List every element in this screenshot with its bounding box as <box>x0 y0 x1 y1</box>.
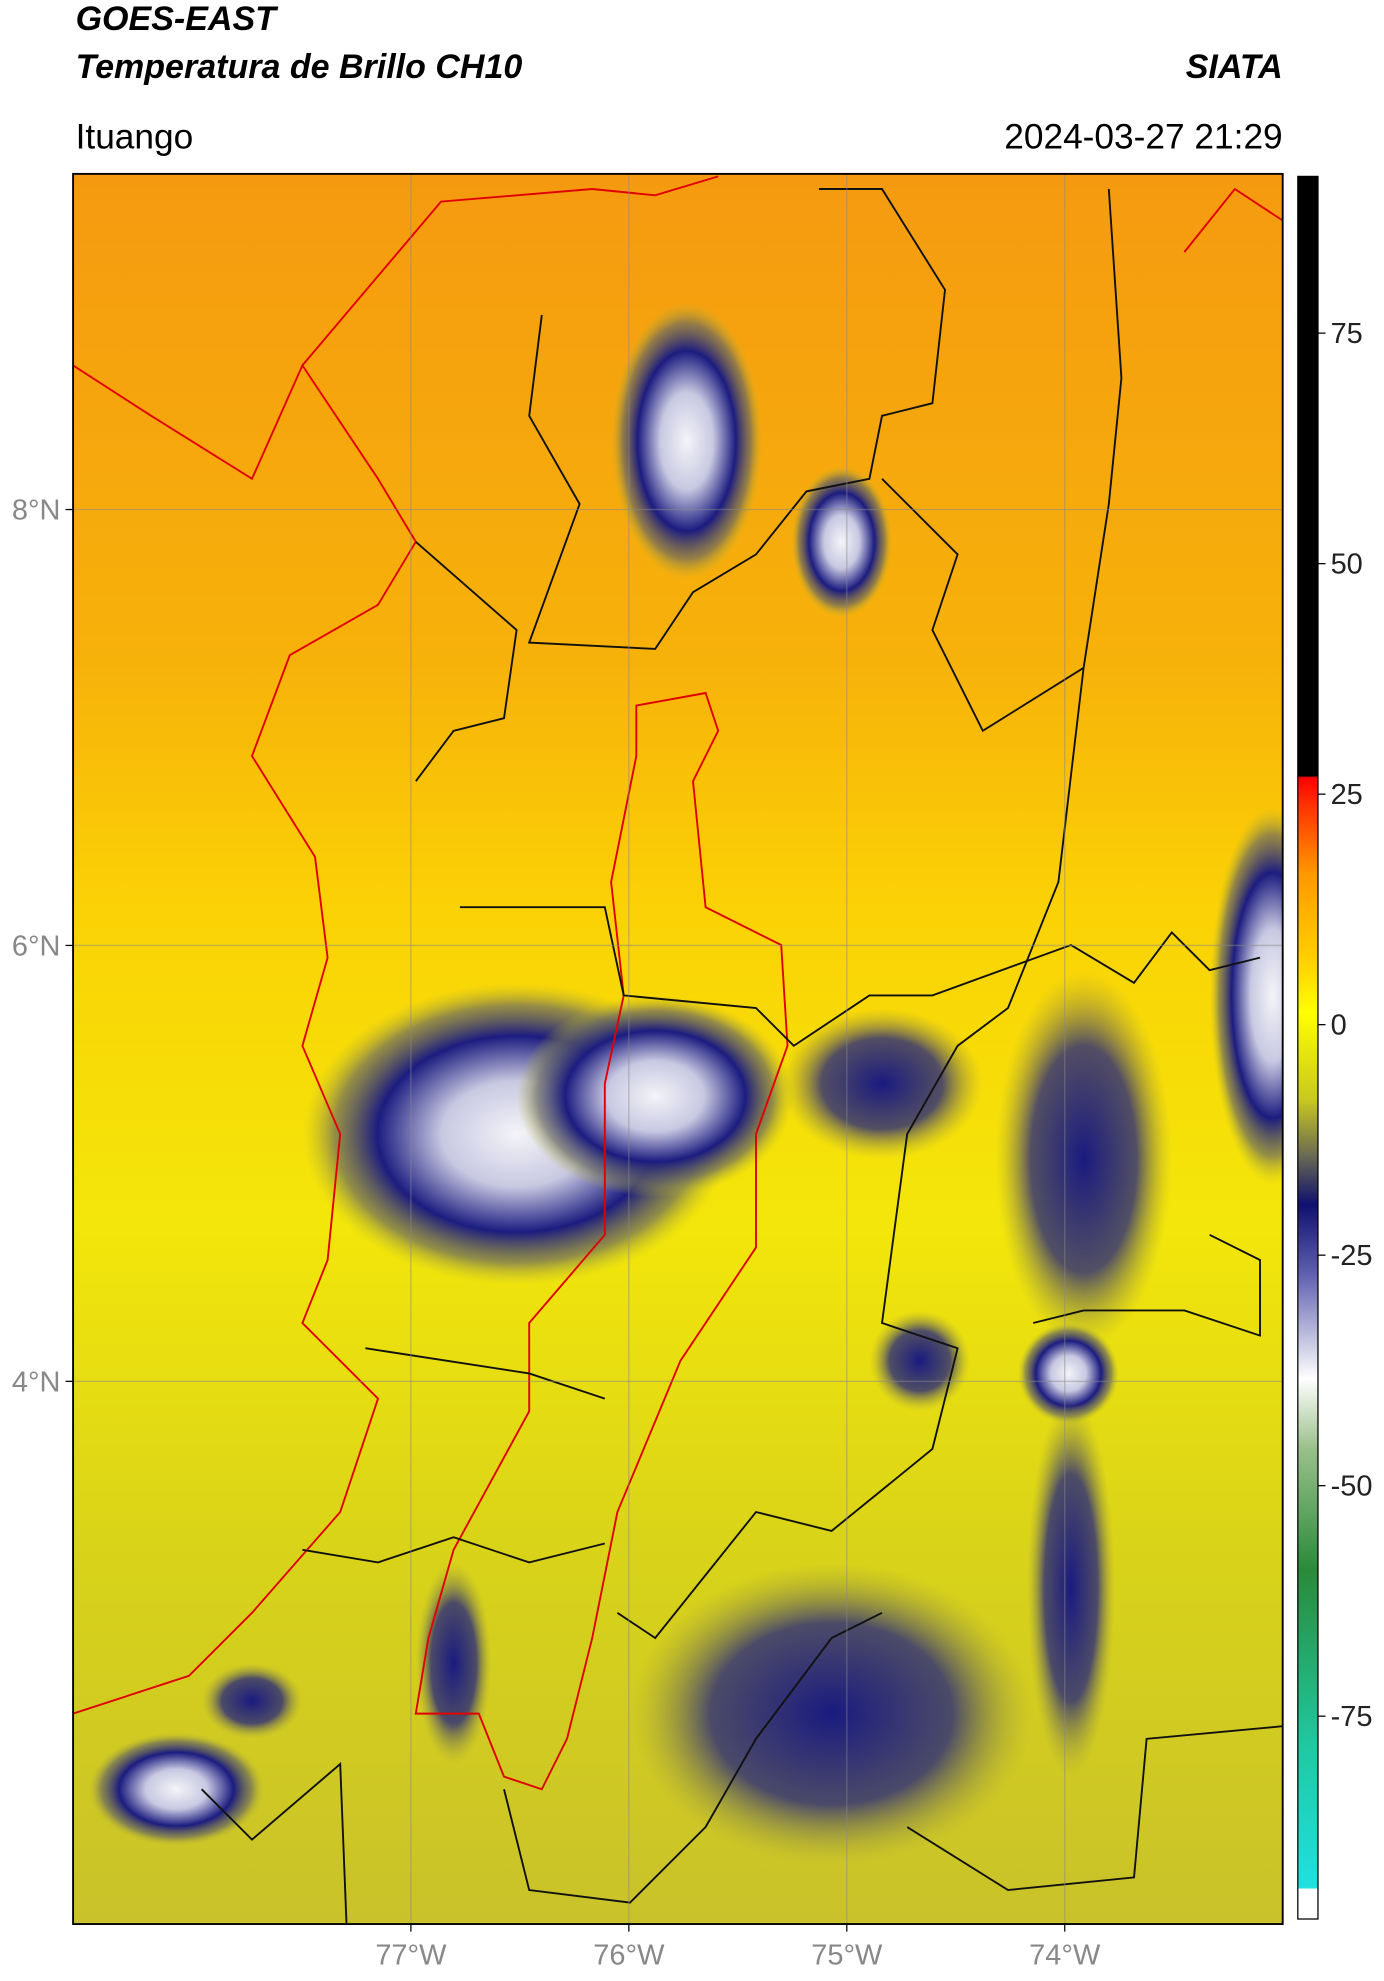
colorbar-tick-label: -25 <box>1331 1240 1373 1272</box>
lon-tick-label: 75°W <box>811 1939 883 1971</box>
title: GOES-EAST <box>76 0 280 38</box>
clouds <box>88 302 1283 1865</box>
lon-tick-label: 76°W <box>593 1939 665 1971</box>
colorbar-tick-label: 25 <box>1331 779 1363 811</box>
location: Ituango <box>76 118 194 157</box>
borders <box>73 175 1283 1925</box>
subtitle: Temperatura de Brillo CH10 <box>76 48 523 86</box>
colorbar <box>1297 175 1319 1920</box>
colorbar-tick-label: -75 <box>1331 1701 1373 1733</box>
colorbar-tick-label: 50 <box>1331 549 1363 581</box>
colorbar-tick-label: 0 <box>1331 1010 1347 1042</box>
map-area <box>73 173 1283 1925</box>
map-frame <box>72 172 1284 1925</box>
timestamp: 2024-03-27 21:29 <box>1004 118 1282 157</box>
colorbar-tick-label: 75 <box>1331 318 1363 350</box>
lon-tick-label: 74°W <box>1029 1939 1101 1971</box>
lat-tick-label: 6°N <box>12 931 61 963</box>
lon-tick-label: 77°W <box>375 1939 447 1971</box>
lat-tick-label: 8°N <box>12 495 61 527</box>
colorbar-tick-label: -50 <box>1331 1471 1373 1503</box>
tick-layer: 77°W 76°W 75°W 74°W 8°N 6°N 4°N 75 50 25 0 -25 -50 -7… <box>12 318 1373 1971</box>
agency: SIATA <box>1186 48 1283 86</box>
lat-tick-label: 4°N <box>12 1366 61 1398</box>
graticule <box>73 173 1283 1925</box>
